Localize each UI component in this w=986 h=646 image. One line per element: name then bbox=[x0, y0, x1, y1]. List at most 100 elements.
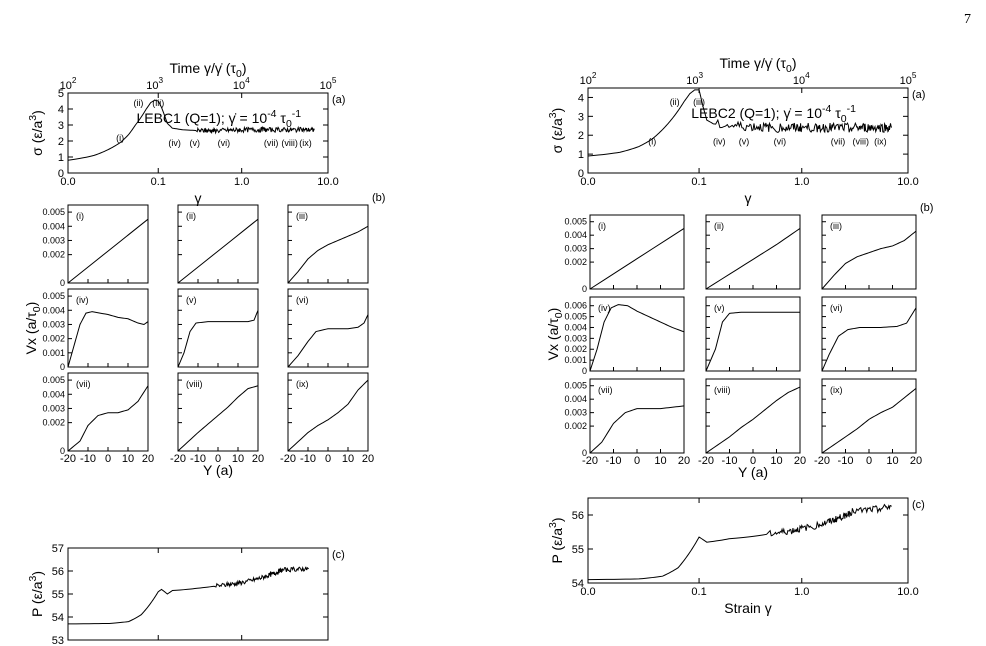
annotation-label: LEBC2 (Q=1); γ̇ = 10-4 τ0-1 bbox=[691, 103, 856, 125]
right-c-panel: 0.0 0.1 1.0 10.0 54 55 56 P (ε/a3) Strain γ (c) bbox=[547, 497, 925, 616]
panel-letter: (b) bbox=[920, 202, 933, 214]
x-tick-label: 0.0 bbox=[60, 176, 75, 188]
y-tick-label: 0.002 bbox=[42, 334, 65, 344]
x-tick-label: -10 bbox=[722, 455, 738, 467]
subplot-vi: (vi) bbox=[287, 288, 369, 368]
y-tick-label: 0.002 bbox=[564, 421, 587, 431]
subplot-label: (vi) bbox=[830, 303, 843, 313]
subplot-label: (vii) bbox=[76, 379, 91, 389]
profile-line bbox=[589, 304, 685, 372]
x-tick-label: 0.1 bbox=[151, 176, 166, 188]
y-tick-label: 0.006 bbox=[564, 301, 587, 311]
top-tick-label: 105 bbox=[320, 76, 337, 92]
left-c-series-line bbox=[67, 565, 309, 625]
left-a-frame bbox=[67, 92, 329, 174]
x-axis-label: γ bbox=[195, 190, 202, 206]
y-tick-label: 4 bbox=[58, 104, 64, 116]
x-tick-label: 10 bbox=[232, 453, 244, 465]
y-tick-label: 0 bbox=[60, 362, 65, 372]
profile-line bbox=[589, 228, 685, 290]
subplot-label: (ii) bbox=[186, 211, 196, 221]
y-tick-label: 0.003 bbox=[564, 408, 587, 418]
subplot-label: (v) bbox=[714, 303, 725, 313]
y-tick-label: 0.003 bbox=[42, 403, 65, 413]
right-c-series-line bbox=[587, 503, 892, 581]
subplot-v: (v) bbox=[177, 288, 259, 368]
y-tick-label: 2 bbox=[578, 130, 584, 142]
x-tick-label: 0.1 bbox=[691, 586, 706, 598]
y-axis-label: σ (ε/a3) bbox=[27, 110, 45, 156]
x-tick-label: 0.1 bbox=[691, 176, 706, 188]
x-tick-label: 20 bbox=[910, 455, 922, 467]
subplot-label: (ix) bbox=[296, 379, 309, 389]
y-tick-label: 0.004 bbox=[42, 305, 65, 315]
subplot-iii: (iii) bbox=[821, 214, 917, 290]
x-tick-label: -20 bbox=[60, 453, 76, 465]
subplot-vii: -20 -10 0 10 20 0 0.002 0.003 0.004 0.005 (vii) bbox=[564, 378, 690, 467]
profile-line bbox=[821, 307, 917, 372]
y-tick-label: 0.005 bbox=[42, 207, 65, 217]
y-tick-label: 0.002 bbox=[42, 418, 65, 428]
y-axis-label: σ (ε/a3) bbox=[547, 108, 565, 154]
top-tick-label: 103 bbox=[146, 76, 163, 92]
stage-label: (viii) bbox=[281, 138, 298, 148]
stage-label: (v) bbox=[739, 137, 750, 147]
y-tick-label: 0 bbox=[60, 278, 65, 288]
stage-label: (iv) bbox=[713, 137, 726, 147]
panel-letter: (a) bbox=[332, 94, 345, 106]
y-tick-label: 54 bbox=[52, 612, 64, 624]
profile-line bbox=[177, 385, 259, 452]
x-tick-label: -10 bbox=[606, 455, 622, 467]
y-tick-label: 3 bbox=[58, 120, 64, 132]
x-tick-label: 0 bbox=[215, 453, 221, 465]
y-tick-label: 0.004 bbox=[564, 322, 587, 332]
subplot-ix: -20 -10 0 10 20 (ix) bbox=[814, 378, 922, 467]
x-tick-label: -10 bbox=[190, 453, 206, 465]
y-tick-label: 0.003 bbox=[564, 333, 587, 343]
y-tick-label: 0.003 bbox=[42, 235, 65, 245]
subplot-i: 0 0.002 0.003 0.004 0.005 (i) bbox=[564, 214, 685, 294]
y-tick-label: 1 bbox=[58, 152, 64, 164]
y-axis-label: Vx (a/τ0) bbox=[545, 308, 565, 361]
x-tick-label: 10.0 bbox=[897, 586, 918, 598]
subplot-label: (vi) bbox=[296, 295, 309, 305]
subplot-label: (iv) bbox=[76, 295, 89, 305]
x-tick-label: 10 bbox=[654, 455, 666, 467]
x-tick-label: 10.0 bbox=[897, 176, 918, 188]
y-tick-label: 0.003 bbox=[564, 244, 587, 254]
x-tick-label: 20 bbox=[252, 453, 264, 465]
stage-label: (iii) bbox=[693, 97, 705, 107]
profile-line bbox=[589, 405, 685, 454]
stage-label: (iii) bbox=[152, 98, 164, 108]
top-axis-title: Time γ/γ̇ (τ0) bbox=[720, 55, 797, 75]
left-c-panel: 53 54 55 56 57 P (ε/a3) (c) bbox=[27, 543, 345, 646]
x-tick-label: 0 bbox=[750, 455, 756, 467]
y-tick-label: 0.002 bbox=[564, 344, 587, 354]
subplot-vi: (vi) bbox=[821, 296, 917, 372]
x-tick-label: -10 bbox=[838, 455, 854, 467]
y-tick-label: 0 bbox=[582, 448, 587, 458]
profile-line bbox=[821, 230, 917, 290]
profile-line bbox=[705, 311, 800, 372]
x-tick-label: -20 bbox=[280, 453, 296, 465]
panel-letter: (a) bbox=[912, 89, 925, 101]
x-tick-label: -20 bbox=[170, 453, 186, 465]
x-tick-label: -20 bbox=[814, 455, 830, 467]
y-tick-label: 0.004 bbox=[42, 389, 65, 399]
profile-line bbox=[67, 218, 149, 284]
subplot-vii: -20 -10 0 10 20 0 0.002 0.003 0.004 0.005 (vii) bbox=[42, 372, 154, 465]
top-tick-label: 105 bbox=[900, 71, 917, 87]
stage-label: (ix) bbox=[874, 137, 887, 147]
x-axis-label: Strain γ bbox=[724, 600, 771, 616]
profile-line bbox=[177, 218, 259, 284]
subplot-i: 0 0.002 0.003 0.004 0.005 (i) bbox=[42, 204, 149, 288]
y-tick-label: 57 bbox=[52, 543, 64, 555]
profile-line bbox=[705, 228, 801, 290]
stage-label: (iv) bbox=[168, 138, 181, 148]
x-tick-label: 0 bbox=[325, 453, 331, 465]
profile-line bbox=[67, 311, 149, 368]
y-tick-label: 0 bbox=[578, 168, 584, 180]
